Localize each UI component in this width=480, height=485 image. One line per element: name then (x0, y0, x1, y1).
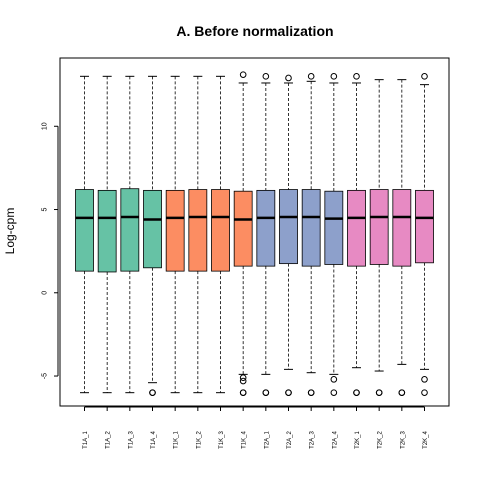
outlier-point (353, 389, 360, 396)
box-T1K_3 (211, 189, 230, 272)
y-tick-label: -5 (42, 373, 49, 379)
y-tick-label: 5 (42, 207, 49, 211)
outlier-point (285, 74, 292, 82)
x-tick-label: T2K_3 (400, 431, 406, 449)
y-axis-label: Log-cpm (3, 208, 17, 255)
plot-frame (59, 57, 450, 407)
chart-title: A. Before normalization (176, 23, 333, 39)
outlier-point (239, 71, 247, 78)
x-tick-label: T1A_1 (83, 431, 89, 449)
box-T2A_3 (301, 189, 321, 267)
outlier-point (330, 389, 338, 396)
box-T2K_1 (347, 189, 366, 267)
box-T2A_1 (256, 189, 276, 267)
outlier-point (239, 389, 247, 396)
box-T2K_3 (392, 189, 412, 267)
x-tick-label: T1A_2 (106, 431, 112, 449)
outlier-point (262, 73, 270, 80)
y-tick-label: 10 (42, 122, 49, 130)
x-tick-label: T2K_4 (423, 431, 429, 449)
box-T1A_2 (97, 189, 117, 273)
outlier-point (285, 389, 292, 396)
x-tick-label: T2A_1 (264, 431, 270, 449)
outlier-point (330, 73, 338, 80)
box-T1K_1 (165, 189, 185, 272)
box-T2A_4 (324, 190, 344, 265)
outlier-point (307, 389, 315, 396)
box-T2K_2 (369, 189, 389, 265)
box-T2A_2 (279, 189, 298, 265)
x-tick-label: T1A_3 (128, 431, 134, 449)
x-tick-label: T2K_1 (355, 431, 361, 449)
box-T2K_4 (415, 189, 434, 264)
x-tick-label: T1K_2 (196, 431, 202, 449)
outlier-point (421, 73, 428, 80)
outlier-point (421, 376, 428, 383)
x-tick-label: T1K_1 (174, 431, 180, 449)
x-tick-label: T1K_3 (219, 431, 225, 449)
x-tick-label: T2A_3 (310, 431, 316, 449)
x-tick-label: T1A_4 (151, 431, 157, 449)
outlier-point (398, 389, 406, 396)
outlier-point (307, 73, 315, 80)
outlier-point (149, 389, 156, 396)
y-tick-label: 0 (42, 291, 49, 295)
box-T1A_1 (75, 189, 94, 272)
x-tick-label: T2A_2 (287, 431, 293, 449)
box-T1K_4 (233, 190, 253, 267)
x-tick-label: T2K_2 (378, 431, 384, 449)
x-tick-label: T2A_4 (332, 431, 338, 449)
outlier-point (239, 374, 247, 381)
box-T1A_4 (143, 189, 162, 269)
outlier-point (353, 73, 360, 80)
box-T1A_3 (120, 188, 140, 272)
box-T1K_2 (188, 189, 208, 272)
outlier-point (330, 376, 338, 383)
outlier-point (239, 377, 247, 385)
x-tick-label: T1K_4 (242, 431, 248, 449)
outlier-point (375, 389, 383, 396)
plot-layer: -5 0 5 10 T1A_1 T1A_2 T1A_3 T1A_4 T1K_1 T1K_2 T1K_… (42, 57, 450, 449)
outlier-point (262, 389, 270, 396)
outlier-point (421, 389, 428, 396)
